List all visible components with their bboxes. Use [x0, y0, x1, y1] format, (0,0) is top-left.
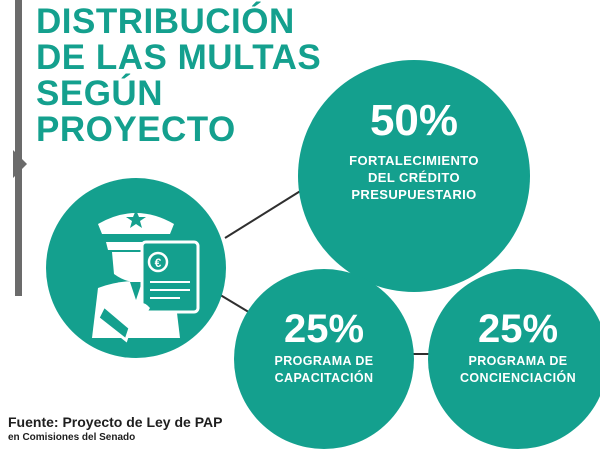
title-line-1: DISTRIBUCIÓN: [36, 2, 295, 41]
page-title: DISTRIBUCIÓN DE LAS MULTAS SEGÚN PROYECT…: [36, 4, 321, 148]
awareness-share-label-line-2: CONCIENCIACIÓN: [459, 371, 577, 385]
title-line-3: SEGÚN: [36, 74, 163, 113]
main-share-label-line-2: DEL CRÉDITO: [367, 170, 461, 185]
source-sublabel: en Comisiones del Senado: [8, 432, 136, 443]
awareness-share-label: PROGRAMA DE CONCIENCIACIÓN: [428, 353, 600, 387]
title-line-4: PROYECTO: [36, 110, 236, 149]
awareness-share-circle: 25% PROGRAMA DE CONCIENCIACIÓN: [428, 269, 600, 449]
source-label: Fuente: Proyecto de Ley de PAP: [8, 414, 223, 430]
currency-symbol: €: [155, 256, 162, 270]
main-share-percent: 50%: [369, 96, 459, 145]
awareness-share-percent: 25%: [477, 307, 559, 351]
police-officer-fine-icon: €: [46, 178, 226, 358]
title-line-2: DE LAS MULTAS: [36, 38, 322, 77]
left-accent-notch: [13, 150, 27, 178]
main-share-circle: 50% FORTALECIMIENTO DEL CRÉDITO PRESUPUE…: [298, 60, 530, 292]
left-accent-bar: [15, 0, 22, 296]
training-share-label-line-1: PROGRAMA DE: [274, 354, 374, 368]
training-share-label-line-2: CAPACITACIÓN: [274, 371, 374, 385]
main-share-label-line-3: PRESUPUESTARIO: [351, 187, 477, 202]
main-share-label-line-1: FORTALECIMIENTO: [349, 153, 479, 168]
main-share-label: FORTALECIMIENTO DEL CRÉDITO PRESUPUESTAR…: [298, 152, 530, 203]
awareness-share-label-line-1: PROGRAMA DE: [468, 354, 568, 368]
training-share-label: PROGRAMA DE CAPACITACIÓN: [234, 353, 414, 387]
training-share-circle: 25% PROGRAMA DE CAPACITACIÓN: [234, 269, 414, 449]
training-share-percent: 25%: [283, 307, 365, 351]
